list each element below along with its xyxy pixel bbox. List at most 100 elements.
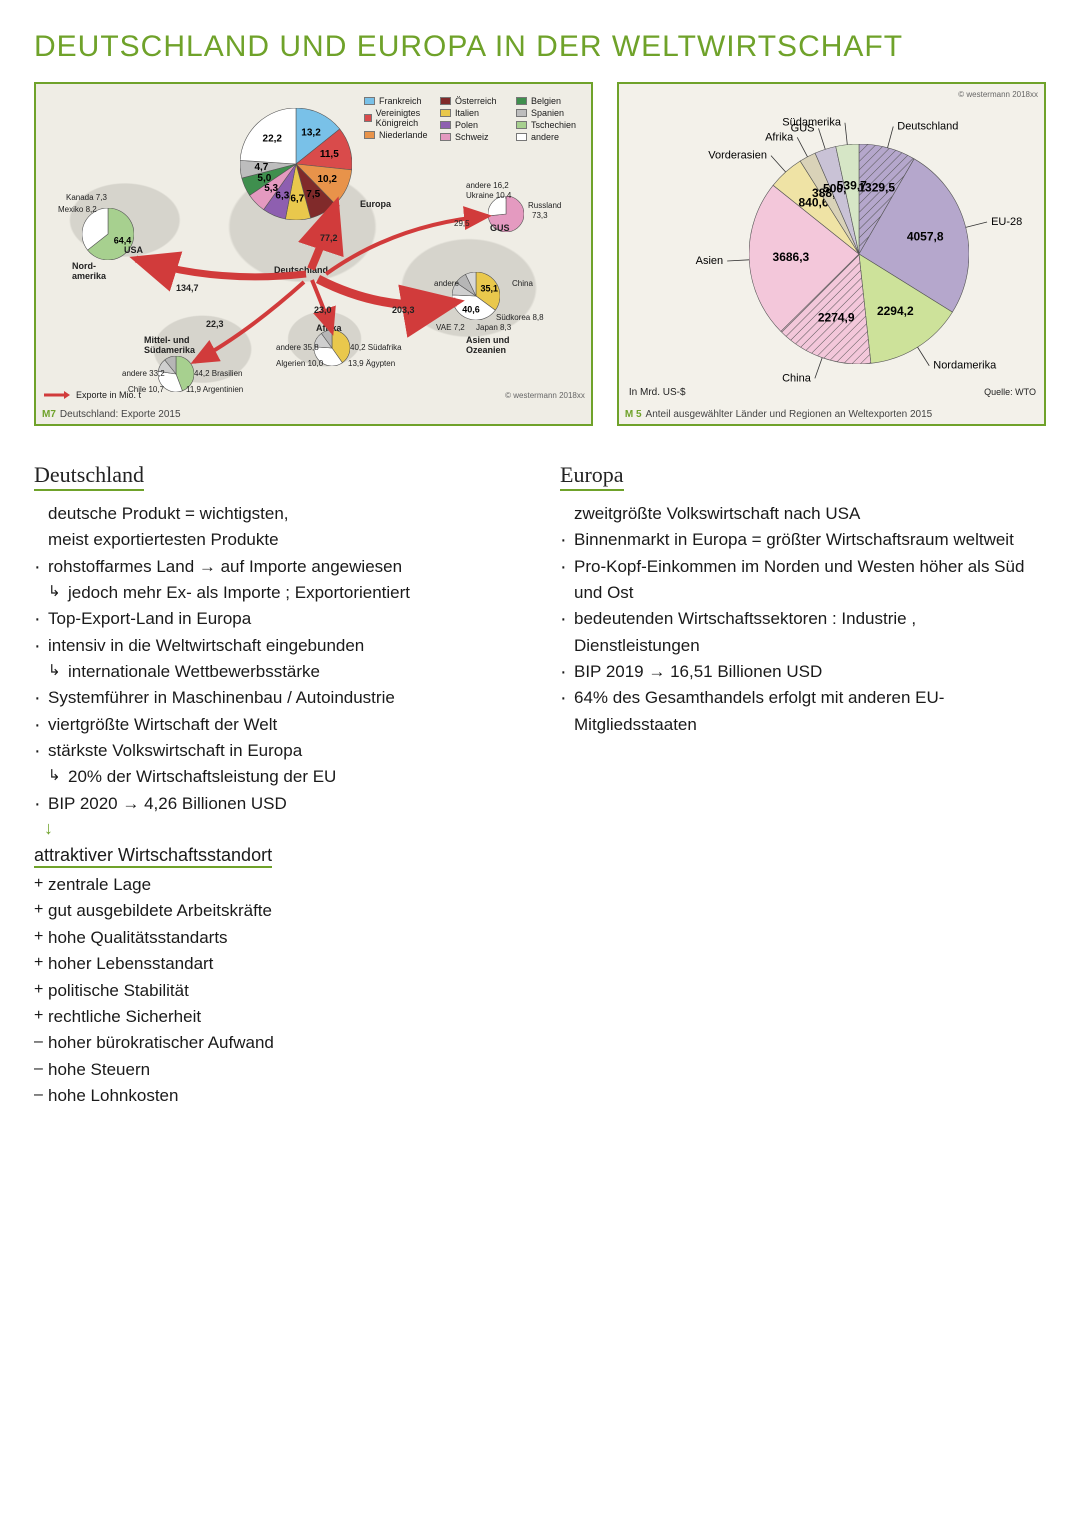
legend-item: Schweiz [440, 132, 508, 142]
col-deutschland: Deutschland deutsche Produkt = wichtigst… [34, 462, 520, 1109]
flow-value: 23,0 [314, 306, 332, 316]
svg-text:10,2: 10,2 [318, 174, 338, 185]
svg-text:Nordamerika: Nordamerika [933, 360, 997, 372]
note-con: hoher bürokratischer Aufwand [34, 1030, 520, 1056]
legend-item: andere [516, 132, 584, 142]
legend-item: Niederlande [364, 130, 432, 140]
svg-text:Vorderasien: Vorderasien [708, 150, 767, 162]
unit-label: In Mrd. US-$ [629, 387, 686, 398]
figure-exports-map: 13,211,510,27,56,76,35,35,04,722,2 Frank… [34, 82, 593, 426]
note-pro: politische Stabilität [34, 978, 520, 1004]
pie-sublabel: Ukraine 10,4 [466, 192, 511, 201]
pie-sublabel: andere 16,2 [466, 182, 509, 191]
svg-text:China: China [782, 372, 812, 384]
svg-text:22,2: 22,2 [263, 133, 283, 144]
flow-value: 134,7 [176, 284, 199, 294]
caption-tag-right: M 5 [625, 409, 642, 420]
note-line: Top-Export-Land in Europa [34, 606, 520, 632]
legend-item: Italien [440, 108, 508, 118]
note-line: deutsche Produkt = wichtigsten, [34, 501, 520, 527]
col-europa: Europa zweitgrößte Volkswirtschaft nach … [560, 462, 1046, 1109]
pie-sublabel: Algerien 10,0 [276, 360, 323, 369]
svg-text:35,1: 35,1 [481, 284, 499, 294]
note-line: Pro-Kopf-Einkommen im Norden und Westen … [560, 554, 1046, 607]
pie-sublabel: VAE 7,2 [436, 324, 465, 333]
arrow-down-icon: ↓ [44, 819, 520, 837]
svg-text:13,2: 13,2 [301, 127, 321, 138]
note-line: zweitgrößte Volkswirtschaft nach USA [560, 501, 1046, 527]
caption-text-right: Anteil ausgewählter Länder und Regionen … [646, 409, 933, 420]
note-line: BIP 2020 → 4,26 Billionen USD [34, 791, 520, 817]
caption-right: M 5 Anteil ausgewählter Länder und Region… [625, 409, 932, 420]
pie-sublabel: Südkorea 8,8 [496, 314, 544, 323]
note-line: internationale Wettbewerbsstärke [34, 659, 520, 685]
note-pro: zentrale Lage [34, 872, 520, 898]
note-con: hohe Lohnkosten [34, 1083, 520, 1109]
legend-item: Vereinigtes Königreich [364, 108, 432, 128]
list-cons: hoher bürokratischer Aufwandhohe Steuern… [34, 1030, 520, 1109]
svg-text:11,5: 11,5 [320, 149, 339, 160]
pie-sublabel: Kanada 7,3 [66, 194, 107, 203]
label-asien: Asien und Ozeanien [466, 336, 536, 356]
heading-europa: Europa [560, 462, 624, 491]
pie-sublabel: China [512, 280, 533, 289]
page-title: DEUTSCHLAND UND EUROPA IN DER WELTWIRTSC… [34, 30, 1046, 64]
legend-item: Spanien [516, 108, 584, 118]
legend-item: Tschechien [516, 120, 584, 130]
note-line: BIP 2019 → 16,51 Billionen USD [560, 659, 1046, 685]
note-pro: hoher Lebensstandart [34, 951, 520, 977]
svg-text:7,5: 7,5 [306, 189, 320, 200]
note-pro: hohe Qualitätsstandarts [34, 925, 520, 951]
note-line: 64% des Gesamthandels erfolgt mit andere… [560, 685, 1046, 738]
note-line: meist exportiertesten Produkte [34, 527, 520, 553]
pie-sublabel: Mexiko 8,2 [58, 206, 97, 215]
svg-text:EU-28: EU-28 [991, 216, 1022, 228]
heading-deutschland: Deutschland [34, 462, 144, 491]
pie-sublabel: Japan 8,3 [476, 324, 511, 333]
note-line: 20% der Wirtschaftsleistung der EU [34, 764, 520, 790]
figure-world-exports-pie: © westermann 2018xx 1329,54057,82294,222… [617, 82, 1046, 426]
export-legend: Exporte in Mio. t [42, 390, 141, 400]
pie-sublabel: Russland [528, 202, 561, 211]
label-deutschland: Deutschland [274, 266, 328, 276]
legend-item: Polen [440, 120, 508, 130]
note-line: stärkste Volkswirtschaft in Europa [34, 738, 520, 764]
pie-sublabel: andere 33,2 [122, 370, 165, 379]
pie-sublabel: 40,2 Südafrika [350, 344, 402, 353]
flow-value: 77,2 [320, 234, 338, 244]
svg-text:Asien: Asien [696, 255, 724, 267]
svg-text:5,0: 5,0 [257, 173, 271, 184]
list-deutschland: deutsche Produkt = wichtigsten,meist exp… [34, 501, 520, 817]
note-con: hohe Steuern [34, 1057, 520, 1083]
flow-value: 22,3 [206, 320, 224, 330]
note-line: viertgrößte Wirtschaft der Welt [34, 712, 520, 738]
note-line: jedoch mehr Ex- als Importe ; Exportorie… [34, 580, 520, 606]
pie-sublabel: andere [434, 280, 459, 289]
note-line: Systemführer in Maschinenbau / Autoindus… [34, 685, 520, 711]
svg-text:64,4: 64,4 [114, 235, 132, 245]
copyright-left: © westermann 2018xx [505, 391, 585, 400]
list-pros: zentrale Lagegut ausgebildete Arbeitskrä… [34, 872, 520, 1030]
note-pro: rechtliche Sicherheit [34, 1004, 520, 1030]
pie-sublabel: 44,2 Brasilien [194, 370, 242, 379]
svg-text:4,7: 4,7 [254, 162, 268, 173]
note-line: bedeutenden Wirtschaftssektoren : Indust… [560, 606, 1046, 659]
caption-tag-left: M7 [42, 409, 56, 420]
caption-left: M7 Deutschland: Exporte 2015 [42, 409, 181, 420]
source-label: Quelle: WTO [984, 388, 1036, 398]
notes-columns: Deutschland deutsche Produkt = wichtigst… [34, 462, 1046, 1109]
svg-text:40,6: 40,6 [462, 304, 480, 314]
subheading-standort: attraktiver Wirtschaftsstandort [34, 845, 272, 868]
legend-item: Frankreich [364, 96, 432, 106]
flow-value: 203,3 [392, 306, 415, 316]
note-line: Binnenmarkt in Europa = größter Wirtscha… [560, 527, 1046, 553]
export-legend-text: Exporte in Mio. t [76, 390, 141, 400]
label-usa: USA [124, 246, 143, 256]
note-pro: gut ausgebildete Arbeitskräfte [34, 898, 520, 924]
pie-europa: 13,211,510,27,56,76,35,35,04,722,2 [240, 108, 352, 220]
label-europa: Europa [360, 200, 391, 210]
note-line: intensiv in die Weltwirtschaft eingebund… [34, 633, 520, 659]
label-nordamerika: Nord- amerika [72, 262, 106, 282]
caption-text-left: Deutschland: Exporte 2015 [60, 409, 181, 420]
legend-item: Österreich [440, 96, 508, 106]
